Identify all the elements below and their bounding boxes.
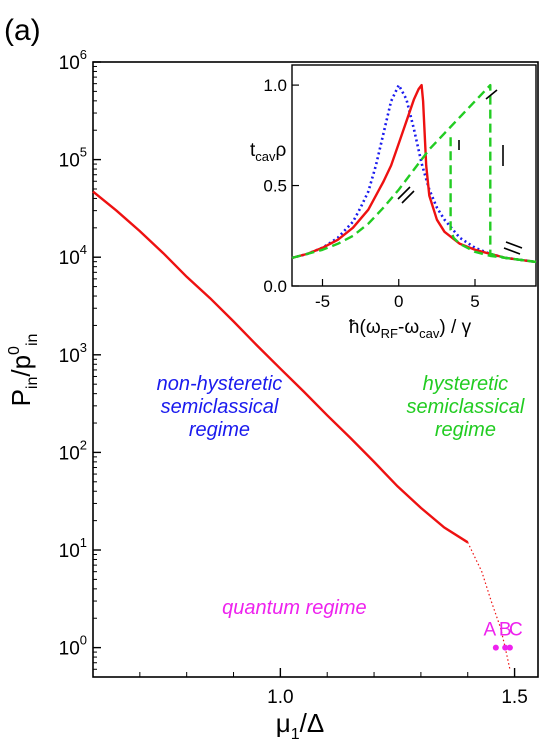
inset-x-tick-label: 5 — [470, 292, 479, 311]
main-x-axis: 1.0 1.5 — [139, 668, 528, 708]
main-y-tick-label: 106 — [59, 47, 87, 74]
main-annotations: non-hystereticsemiclassicalregimehystere… — [157, 373, 525, 619]
regime-label: non-hysteretic — [157, 373, 283, 395]
inset-y-tick-label: 1.0 — [263, 76, 287, 95]
main-points: A BC — [483, 620, 523, 651]
regime-label: quantum regime — [222, 597, 367, 619]
main-x-tick-label: 1.0 — [267, 687, 293, 708]
panel-label: (a) — [4, 14, 41, 47]
point-label-c: C — [509, 620, 523, 641]
main-series-line-0 — [92, 190, 469, 544]
point-label-b: B — [499, 620, 512, 641]
inset-x-tick-label: 0 — [394, 292, 403, 311]
main-series-line-1 — [467, 542, 511, 670]
inset-series-line-2 — [291, 83, 537, 264]
main-y-tick-label: 101 — [59, 535, 87, 562]
point-label-a: A — [483, 620, 496, 641]
main-x-axis-title: μ1/Δ — [276, 708, 324, 743]
point-marker-a — [492, 644, 499, 651]
main-y-axis: 100 101 102 103 104 105 106 — [59, 47, 101, 670]
main-y-tick-label: 103 — [59, 340, 87, 367]
arrow-top-icon — [485, 89, 498, 100]
inset-x-axis: -5 0 5 — [315, 279, 480, 311]
regime-label: hysteretic — [423, 373, 509, 395]
regime-label: semiclassical — [161, 396, 279, 418]
regime-label: regime — [189, 419, 250, 441]
main-x-tick-label: 1.5 — [501, 687, 527, 708]
regime-label: regime — [435, 419, 496, 441]
inset-series-line-3 — [449, 137, 537, 264]
hysteresis-arrows — [397, 89, 523, 255]
inset-y-tick-label: 0.0 — [263, 277, 287, 296]
inset-series-line-1 — [291, 83, 537, 264]
point-marker-b — [502, 644, 509, 651]
main-y-tick-label: 104 — [59, 242, 87, 269]
main-y-tick-label: 102 — [59, 437, 87, 464]
inset-y-axis-title: tcavρ — [250, 140, 287, 164]
inset-series-group — [291, 83, 537, 264]
inset-series-line-0 — [291, 83, 537, 264]
inset-plot-frame — [291, 64, 537, 287]
main-y-tick-label: 105 — [59, 145, 87, 172]
inset-x-tick-label: -5 — [315, 292, 330, 311]
regime-label: semiclassical — [406, 396, 524, 418]
point-marker-c — [506, 644, 513, 651]
arrow-left-icon — [397, 186, 415, 204]
main-series-group — [92, 190, 511, 670]
main-y-axis-title: Pin/p0in — [6, 334, 41, 407]
arrow-right-icon — [503, 241, 523, 255]
inset-y-tick-label: 0.5 — [263, 177, 287, 196]
main-y-tick-label: 100 — [59, 633, 87, 660]
inset-y-axis: 0.0 0.5 1.0 — [263, 76, 299, 296]
inset-x-axis-title: ħ(ωRF-ωcav) / γ — [349, 317, 472, 341]
